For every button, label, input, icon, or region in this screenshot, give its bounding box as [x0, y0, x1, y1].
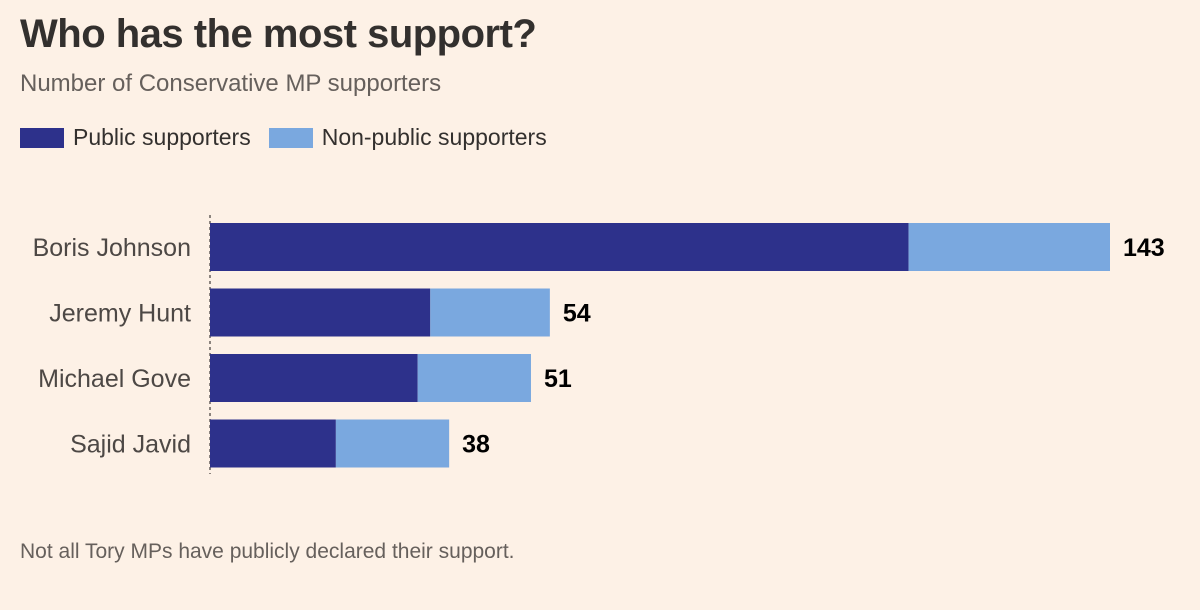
- bar-public-supporters: [210, 223, 909, 271]
- bar-public-supporters: [210, 354, 418, 402]
- bar-non-public-supporters: [430, 288, 550, 337]
- bar-public-supporters: [210, 288, 431, 337]
- chart-title: Who has the most support?: [20, 12, 537, 56]
- legend: Public supporters Non-public supporters: [20, 124, 565, 151]
- bar-non-public-supporters: [335, 419, 450, 468]
- legend-swatch-public: [20, 127, 64, 148]
- bar-non-public-supporters: [908, 223, 1110, 271]
- legend-item-non-public: Non-public supporters: [268, 124, 547, 151]
- legend-label-public: Public supporters: [73, 124, 251, 150]
- category-label: Sajid Javid: [70, 431, 191, 459]
- total-data-label: 54: [563, 300, 591, 328]
- category-label: Michael Gove: [38, 365, 191, 393]
- legend-swatch-non-public: [268, 127, 313, 148]
- chart-footnote: Not all Tory MPs have publicly declared …: [20, 540, 515, 563]
- total-data-label: 51: [544, 365, 572, 393]
- bar-non-public-supporters: [417, 354, 531, 402]
- total-data-label: 143: [1123, 234, 1165, 262]
- category-label: Boris Johnson: [33, 234, 191, 262]
- legend-label-non-public: Non-public supporters: [321, 124, 547, 150]
- legend-item-public: Public supporters: [20, 124, 251, 151]
- total-data-label: 38: [462, 431, 490, 459]
- category-label: Jeremy Hunt: [49, 300, 191, 328]
- bar-public-supporters: [210, 419, 336, 468]
- chart-subtitle: Number of Conservative MP supporters: [20, 70, 442, 97]
